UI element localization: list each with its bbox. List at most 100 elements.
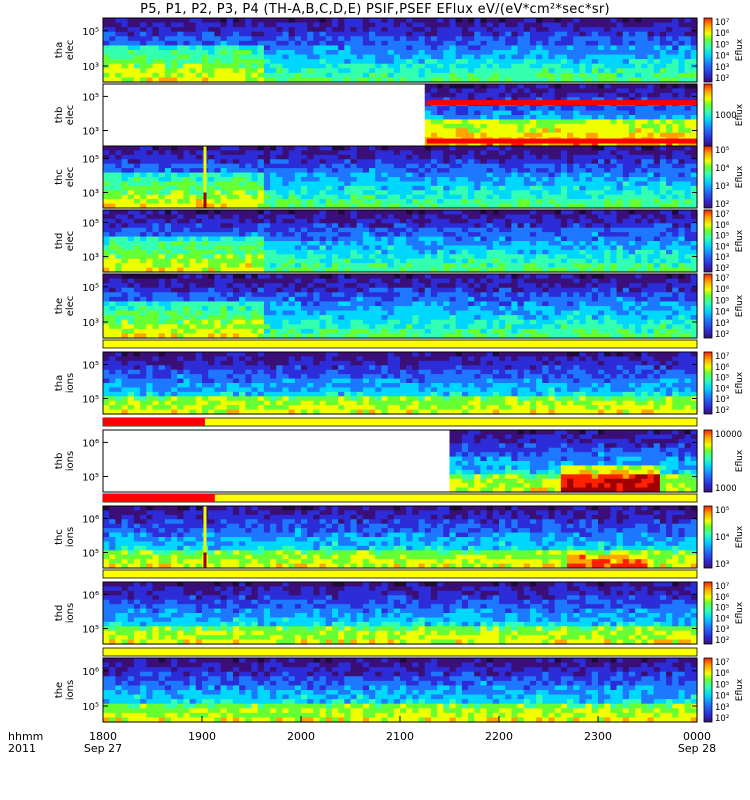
- spectrogram-cell: [239, 267, 246, 273]
- spectrogram-cell: [418, 210, 426, 216]
- spectrogram-cell: [164, 72, 172, 79]
- spectrogram-cell: [474, 150, 482, 156]
- spectrogram-cell: [622, 203, 630, 209]
- spectrogram-cell: [276, 223, 284, 229]
- spectrogram-cell: [220, 163, 228, 169]
- spectrogram-cell: [492, 50, 500, 56]
- spectrogram-cell: [294, 163, 302, 169]
- spectrogram-cell: [666, 128, 673, 134]
- spectrogram-cell: [523, 18, 531, 24]
- spectrogram-cell: [443, 68, 451, 74]
- spectrogram-cell: [567, 59, 574, 65]
- spectrogram-cells: [103, 210, 698, 273]
- spectrogram-cell: [214, 223, 222, 229]
- spectrogram-cell: [103, 310, 110, 316]
- spectrogram-cell: [616, 223, 624, 229]
- spectrogram-cell: [362, 59, 370, 65]
- spectrogram-cell: [579, 68, 587, 74]
- spectrogram-cell: [387, 227, 395, 233]
- spectrogram-cell: [517, 92, 525, 98]
- spectrogram-cell: [375, 190, 383, 196]
- spectrogram-cell: [325, 150, 333, 156]
- spectrogram-cell: [294, 77, 302, 83]
- spectrogram-cell: [616, 31, 624, 37]
- spectrogram-cell: [554, 123, 562, 129]
- spectrogram-cell: [585, 110, 593, 116]
- spectrogram-cell: [406, 203, 413, 209]
- spectrogram-cell: [288, 59, 296, 65]
- spectrogram-cell: [560, 45, 568, 51]
- spectrogram-cell: [591, 128, 599, 134]
- spectrogram-cell: [313, 163, 321, 169]
- spectrogram-cell: [103, 50, 110, 56]
- spectrogram-cell: [554, 199, 562, 205]
- spectrogram-cell: [381, 159, 389, 165]
- spectrogram-cell: [232, 249, 240, 255]
- spectrogram-cell: [641, 54, 649, 60]
- spectrogram-cell: [536, 128, 543, 134]
- spectrogram-cell: [251, 45, 259, 51]
- spectrogram-cell: [251, 210, 259, 216]
- spectrogram-cell: [591, 163, 599, 169]
- spectrogram-cell: [220, 236, 228, 242]
- spectrogram-cell: [294, 59, 302, 65]
- colorbar: [703, 83, 713, 147]
- spectrogram-cell: [164, 40, 172, 47]
- spectrogram-cell: [647, 45, 655, 51]
- spectrogram-cell: [666, 181, 673, 187]
- spectrogram-cell: [393, 199, 401, 205]
- spectrogram-cell: [109, 146, 116, 152]
- spectrogram-cell: [115, 159, 123, 165]
- spectrogram-cell: [542, 249, 550, 255]
- spike-line: [203, 192, 207, 208]
- spectrogram-cell: [511, 92, 519, 98]
- spectrogram-cell: [430, 177, 438, 183]
- spectrogram-cell: [356, 159, 364, 165]
- spectrogram-cell: [480, 194, 488, 200]
- spectrogram-cell: [133, 267, 141, 273]
- spectrogram-cell: [505, 267, 512, 273]
- spectrogram-cell: [152, 301, 160, 307]
- spectrogram-cell: [443, 128, 451, 134]
- spectrogram-cell: [635, 119, 642, 125]
- spectrogram-cell: [133, 27, 141, 33]
- spectrogram-cell: [542, 181, 550, 187]
- spectrogram-cell: [400, 168, 407, 174]
- spectrogram-cell: [486, 210, 494, 216]
- spectrogram-cell: [684, 190, 692, 196]
- spectrogram-cell: [536, 54, 543, 60]
- spectrogram-cell: [554, 172, 562, 178]
- spectrogram-cell: [690, 45, 698, 51]
- spectrogram-cell: [567, 27, 574, 33]
- spectrogram-cell: [115, 254, 123, 260]
- spectrogram-cell: [653, 92, 661, 98]
- spectrogram-cell: [554, 27, 562, 33]
- spectrogram-cell: [171, 324, 178, 330]
- spectrogram-cell: [288, 36, 296, 42]
- spectrogram-cell: [690, 150, 698, 156]
- spectrogram-cell: [579, 236, 587, 242]
- spectrogram-cell: [158, 181, 166, 187]
- spectrogram-cell: [400, 263, 407, 269]
- spectrogram-cell: [604, 199, 611, 205]
- spectrogram-cell: [653, 68, 661, 74]
- spectrogram-cell: [610, 141, 618, 147]
- spectrogram-cell: [387, 68, 395, 74]
- spectrogram-cell: [461, 22, 469, 28]
- spectrogram-cell: [554, 254, 562, 260]
- spectrogram-cell: [455, 123, 463, 129]
- spectrogram-cell: [152, 159, 160, 165]
- spectrogram-cell: [257, 249, 265, 255]
- spectrogram-cell: [560, 119, 568, 125]
- spectrogram-cell: [480, 31, 488, 37]
- spectrogram-cell: [245, 227, 253, 233]
- spectrogram-cell: [591, 110, 599, 116]
- spectrogram-cell: [567, 54, 574, 60]
- spectrogram-cell: [146, 194, 154, 200]
- spectrogram-cell: [486, 249, 494, 255]
- spectrogram-cell: [282, 232, 290, 238]
- spectrogram-cell: [177, 72, 185, 79]
- spectrogram-cell: [121, 214, 129, 220]
- spectrogram-cell: [183, 263, 191, 269]
- spectrogram-cell: [486, 254, 494, 260]
